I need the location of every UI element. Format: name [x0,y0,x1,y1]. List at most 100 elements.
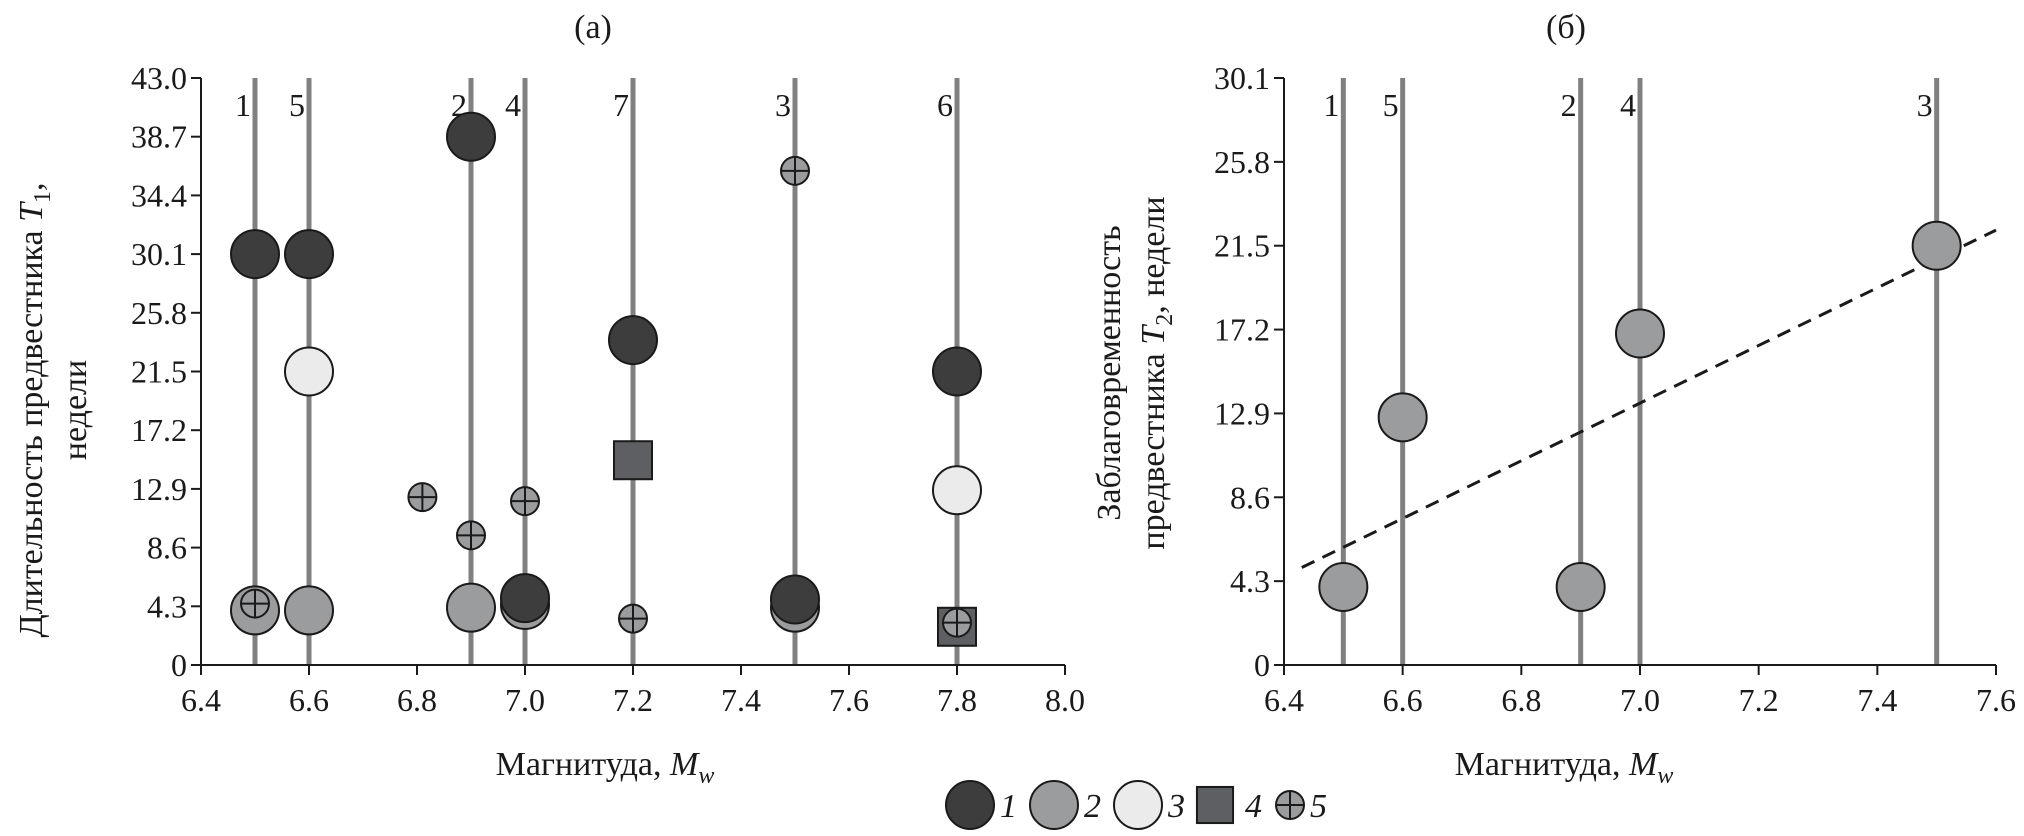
panel-a-point-type-2 [446,582,496,633]
panel-a-point-type-1 [500,573,550,624]
panel-a-x-axis-label: Магнитуда, Mw [496,746,715,789]
panel-b-x-tick-label: 6.8 [1501,682,1541,718]
panel-a-y-tick-label: 30.1 [131,236,187,272]
legend-marker-4 [1195,785,1235,825]
panel-b-event-label: 3 [1917,87,1933,123]
panel-b-title: (б) [1546,9,1586,46]
panel-a-points [230,111,982,647]
panel-b-x-tick-label: 7.4 [1857,682,1897,718]
panel-b-trend [1301,228,1997,569]
panel-a-title: (а) [574,9,612,46]
panel-b-x-tick-label: 6.6 [1383,682,1423,718]
panel-a-point-type-1 [446,111,496,162]
panel-a-point-type-5 [510,486,540,517]
panel-a-point-type-5 [407,482,438,513]
panel-a-event-label: 6 [937,87,953,123]
panel-a-x-tick-label: 7.0 [505,682,545,718]
panel-a-y-tick-label: 43.0 [131,60,187,96]
panel-b-y-tick-label: 12.9 [1214,395,1270,431]
panel-b-event-lines: 1 5 2 4 3 [1323,78,1940,665]
legend-item-1: 1 [945,780,1017,830]
panel-b-x-tick-label: 6.4 [1264,682,1304,718]
panel-a-point-type-1 [932,346,982,397]
panel-b-point-type-2 [1555,561,1606,612]
panel-a-event-label: 4 [505,87,521,123]
panel-b-x-tick-label: 7.2 [1739,682,1779,718]
panel-b-trend-line [1301,228,1997,569]
panel-b-point-type-2 [1318,561,1369,612]
panel-a-y-tick-label: 38.7 [131,119,187,155]
panel-a-x-tick-label: 6.8 [397,682,437,718]
panel-a-y-tick-label: 34.4 [131,177,187,213]
panel-b-event-label: 1 [1323,87,1339,123]
panel-a-y-tick-label: 8.6 [147,530,187,566]
legend-label-2: 2 [1084,788,1101,825]
panel-a-y-tick-label: 12.9 [131,471,187,507]
legend-label-4: 4 [1245,788,1262,825]
panel-a-point-type-3 [932,465,982,516]
panel-b-y-tick-label: 0 [1254,647,1270,683]
legend-item-5: 5 [1275,788,1327,825]
panel-b-x-axis-label: Магнитуда, Mw [1455,746,1674,789]
panel-b-y-tick-label: 21.5 [1214,228,1270,264]
panel-a-point-type-1 [608,315,658,366]
legend-item-2: 2 [1029,780,1101,830]
panel-a-point-type-4 [613,440,653,481]
panel-b-y-tick-label: 30.1 [1214,60,1270,96]
legend-label-1: 1 [1000,788,1017,825]
panel-a-x-tick-label: 7.2 [613,682,653,718]
panel-a-point-type-5 [942,607,972,638]
panel-a-point-type-5 [618,603,648,634]
panel-a-event-label: 7 [613,87,629,123]
panel-a-y-axis-label-line1: Длительность предвестника T1, [13,182,56,637]
panel-a-point-type-5 [780,155,810,186]
panel-a-point-type-5 [456,520,486,551]
panel-a-x-tick-label: 6.4 [181,682,221,718]
panel-a-y-axis-label-line2: недели [57,360,94,460]
panel-b-point-type-2 [1615,308,1665,359]
panel-a-y-tick-label: 25.8 [131,295,187,331]
panel-b-event-label: 5 [1383,87,1399,123]
panel-a-y-tick-label: 0 [171,647,187,683]
legend-label-3: 3 [1167,788,1185,825]
panel-a-point-type-5 [240,588,270,619]
legend-marker-5 [1275,790,1305,820]
panel-a-point-type-1 [230,229,280,280]
panel-b-event-label: 4 [1620,87,1636,123]
legend-marker-1 [945,780,995,830]
legend-marker-2 [1029,780,1079,830]
panel-a-point-type-2 [284,585,334,636]
panel-a-event-label: 1 [235,87,251,123]
panel-a-y-tick-label: 4.3 [147,588,187,624]
panel-b-x-tick-label: 7.0 [1620,682,1660,718]
panel-a-event-label: 3 [775,87,791,123]
panel-a-y-tick-label: 21.5 [131,354,187,390]
panel-b-y-tick-label: 17.2 [1214,312,1270,348]
panel-a-point-type-1 [770,574,820,625]
panel-a-event-label: 5 [289,87,305,123]
panel-a-x-tick-label: 6.6 [289,682,329,718]
panel-b-axes: 6.4 6.6 6.8 7.0 7.2 7.4 7.6 0 4.3 8.6 12.9 17.2 21.5… [1214,60,2016,718]
legend-label-5: 5 [1310,788,1327,825]
panel-a-y-tick-label: 17.2 [131,412,187,448]
panel-b-point-type-2 [1377,392,1428,443]
panel-b-y-tick-label: 8.6 [1230,479,1270,515]
legend-item-3: 3 [1113,780,1185,830]
panel-a-point-type-3 [284,346,334,397]
legend-item-4: 4 [1195,785,1262,825]
panel-a-x-tick-label: 7.8 [937,682,977,718]
panel-a-x-tick-label: 7.6 [829,682,869,718]
panel-b-event-label: 2 [1561,87,1577,123]
panel-b-chart: (б) 1 5 2 4 3 6.4 6.6 6.8 7.0 7.2 7.4 7.6 0 4.3 8.6 12… [1091,9,2016,789]
panel-b-points [1318,220,1962,612]
panel-b-y-tick-label: 25.8 [1214,144,1270,180]
panel-b-y-axis-label-line2: предвестника T2, недели [1135,196,1178,549]
panel-b-y-tick-label: 4.3 [1230,563,1270,599]
panel-b-point-type-2 [1911,220,1962,271]
panel-a-axes: 6.4 6.6 6.8 7.0 7.2 7.4 7.6 7.8 8.004.38.612.917… [131,60,1085,718]
legend-marker-3 [1113,780,1163,830]
panel-b-x-tick-label: 7.6 [1976,682,2016,718]
